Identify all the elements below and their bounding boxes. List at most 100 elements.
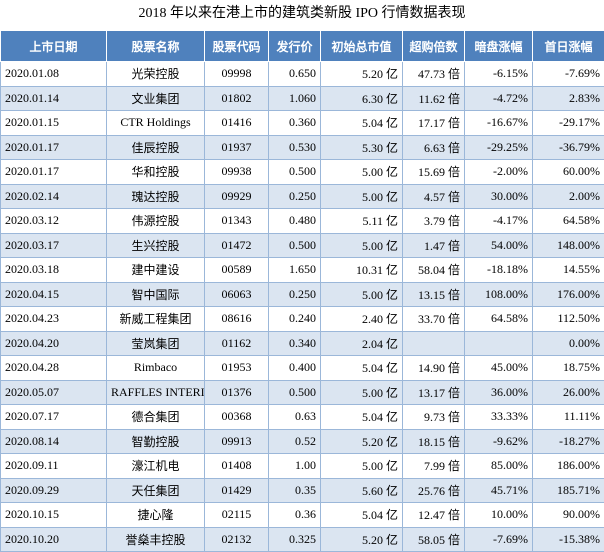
cell: 12.47 倍: [403, 503, 465, 528]
cell: -18.27%: [533, 429, 604, 454]
cell: 13.15 倍: [403, 282, 465, 307]
cell: 生兴控股: [107, 233, 205, 258]
cell: 5.00 亿: [321, 184, 403, 209]
cell: 5.00 亿: [321, 282, 403, 307]
cell: 08616: [205, 307, 269, 332]
cell: -29.17%: [533, 111, 604, 136]
cell: 60.00%: [533, 160, 604, 185]
cell: 2020.04.15: [1, 282, 107, 307]
cell: 4.57 倍: [403, 184, 465, 209]
cell: 5.60 亿: [321, 478, 403, 503]
cell: 2020.01.14: [1, 86, 107, 111]
cell: 58.05 倍: [403, 527, 465, 552]
cell: 45.00%: [465, 356, 533, 381]
cell: 10.00%: [465, 503, 533, 528]
cell: 5.20 亿: [321, 62, 403, 87]
cell: 11.62 倍: [403, 86, 465, 111]
cell: 01162: [205, 331, 269, 356]
cell: 11.11%: [533, 405, 604, 430]
cell: 华和控股: [107, 160, 205, 185]
cell: 0.500: [269, 233, 321, 258]
cell: 186.00%: [533, 454, 604, 479]
cell: 1.00: [269, 454, 321, 479]
cell: 09913: [205, 429, 269, 454]
cell: 01416: [205, 111, 269, 136]
cell: 0.500: [269, 380, 321, 405]
cell: 58.04 倍: [403, 258, 465, 283]
cell: -9.62%: [465, 429, 533, 454]
cell: 2.00%: [533, 184, 604, 209]
cell: 09929: [205, 184, 269, 209]
cell: 00368: [205, 405, 269, 430]
cell: 2020.04.20: [1, 331, 107, 356]
cell: 13.17 倍: [403, 380, 465, 405]
cell: 176.00%: [533, 282, 604, 307]
ipo-table: 上市日期股票名称股票代码发行价初始总市值超购倍数暗盘涨幅首日涨幅 2020.01…: [0, 30, 604, 552]
header-cell: 首日涨幅: [533, 31, 604, 62]
cell: 0.400: [269, 356, 321, 381]
cell: 14.90 倍: [403, 356, 465, 381]
cell: 5.30 亿: [321, 135, 403, 160]
cell: -4.17%: [465, 209, 533, 234]
cell: 5.00 亿: [321, 380, 403, 405]
cell: 2020.09.29: [1, 478, 107, 503]
cell: 00589: [205, 258, 269, 283]
cell: 17.17 倍: [403, 111, 465, 136]
cell: 0.63: [269, 405, 321, 430]
cell: 2020.04.23: [1, 307, 107, 332]
cell: 2020.01.08: [1, 62, 107, 87]
cell: 33.33%: [465, 405, 533, 430]
cell: 0.325: [269, 527, 321, 552]
cell: -7.69%: [533, 62, 604, 87]
cell: 0.250: [269, 282, 321, 307]
header-cell: 上市日期: [1, 31, 107, 62]
header-cell: 暗盘涨幅: [465, 31, 533, 62]
cell: 5.00 亿: [321, 160, 403, 185]
cell: 0.250: [269, 184, 321, 209]
cell: 7.99 倍: [403, 454, 465, 479]
cell: 2020.03.18: [1, 258, 107, 283]
cell: 5.04 亿: [321, 405, 403, 430]
cell: 1.47 倍: [403, 233, 465, 258]
cell: 01408: [205, 454, 269, 479]
cell: 0.36: [269, 503, 321, 528]
cell: 85.00%: [465, 454, 533, 479]
cell: 天任集团: [107, 478, 205, 503]
header-row: 上市日期股票名称股票代码发行价初始总市值超购倍数暗盘涨幅首日涨幅: [1, 31, 604, 62]
header-cell: 股票名称: [107, 31, 205, 62]
cell: -18.18%: [465, 258, 533, 283]
cell: 5.00 亿: [321, 454, 403, 479]
cell: 09938: [205, 160, 269, 185]
cell: 5.04 亿: [321, 111, 403, 136]
cell: -29.25%: [465, 135, 533, 160]
cell: 01376: [205, 380, 269, 405]
cell: 2020.05.07: [1, 380, 107, 405]
cell: 智中国际: [107, 282, 205, 307]
cell: 108.00%: [465, 282, 533, 307]
cell: 2020.03.12: [1, 209, 107, 234]
cell: 2020.02.14: [1, 184, 107, 209]
cell: 64.58%: [465, 307, 533, 332]
cell: 5.00 亿: [321, 233, 403, 258]
cell: 5.20 亿: [321, 527, 403, 552]
cell: 02115: [205, 503, 269, 528]
cell: 1.060: [269, 86, 321, 111]
cell: 2020.10.15: [1, 503, 107, 528]
cell: 18.15 倍: [403, 429, 465, 454]
cell: 2020.01.17: [1, 160, 107, 185]
cell: 6.30 亿: [321, 86, 403, 111]
cell: 2020.09.11: [1, 454, 107, 479]
cell: 02132: [205, 527, 269, 552]
cell: 01802: [205, 86, 269, 111]
